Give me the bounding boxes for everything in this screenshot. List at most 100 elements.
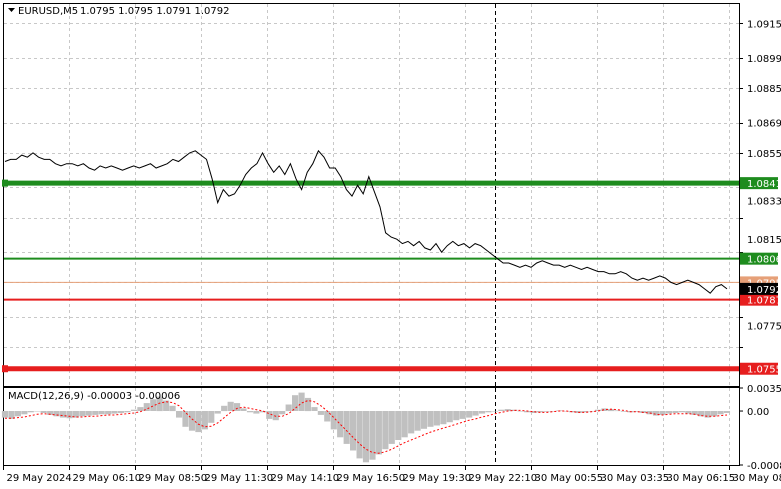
macd-histogram-bar	[1, 411, 9, 418]
price-level-tag	[740, 252, 778, 265]
macd-histogram-bar	[279, 411, 286, 415]
macd-histogram-bar	[704, 411, 711, 418]
macd-histogram-bar	[659, 411, 666, 415]
macd-histogram-bar	[201, 411, 208, 430]
macd-histogram-bar	[614, 410, 621, 412]
macd-histogram-bar	[240, 408, 247, 411]
macd-histogram-bar	[176, 411, 183, 418]
macd-signal-line	[5, 399, 728, 454]
macd-histogram-bar	[369, 411, 376, 460]
y-tick-label: 1.0855	[747, 149, 781, 160]
macd-histogram-bar	[304, 397, 312, 412]
symbol-label: EURUSD,M5	[18, 6, 78, 17]
macd-histogram-bar	[317, 411, 324, 415]
macd-histogram-bar	[472, 411, 479, 416]
macd-histogram-bar	[21, 411, 28, 415]
x-tick-label: 29 May 06:10	[73, 473, 142, 484]
macd-histogram-bar	[246, 411, 254, 413]
macd-histogram-bar	[569, 411, 576, 413]
macd-y-tick-label: 0.00	[747, 407, 769, 418]
macd-histogram-bar	[118, 411, 125, 413]
price-level-tag	[740, 293, 778, 306]
macd-axis: 0.0035 0.00 -0.00082	[739, 384, 781, 472]
macd-histogram-bar	[66, 411, 73, 419]
macd-histogram-bar	[498, 409, 505, 411]
macd-histogram-bar	[227, 401, 234, 411]
macd-histogram-bar	[672, 411, 679, 413]
macd-histogram-bar	[408, 411, 415, 434]
x-tick-label: 29 May 08:50	[139, 473, 208, 484]
macd-histogram-bar	[543, 411, 550, 412]
macd-histogram-bar	[601, 408, 608, 411]
macd-histogram-bar	[137, 407, 144, 411]
macd-histogram-bar	[124, 411, 131, 413]
macd-histogram-bar	[79, 411, 86, 417]
macd-histogram-bar	[530, 411, 537, 413]
macd-histogram-bar	[375, 411, 382, 455]
x-tick-label: 30 May 08:55	[733, 473, 781, 484]
x-tick-label: 30 May 06:15	[667, 473, 736, 484]
macd-histogram-bar	[466, 411, 473, 418]
macd-histogram-bar	[440, 411, 447, 425]
price-line-series	[4, 149, 728, 294]
price-level-label: 1.0806	[747, 255, 781, 266]
macd-histogram-bar	[595, 409, 602, 411]
macd-histogram-bar	[607, 409, 615, 412]
macd-histogram-bar	[511, 409, 518, 411]
ohlc-values: 1.0795 1.0795 1.0791 1.0792	[80, 6, 230, 17]
macd-histogram-bar	[156, 396, 163, 412]
macd-histogram-bar	[691, 411, 698, 415]
triangle-down-icon[interactable]	[8, 8, 15, 12]
macd-histogram-bar	[298, 392, 305, 411]
macd-histogram-bar	[208, 411, 215, 423]
macd-histogram-bar	[620, 411, 627, 412]
macd-histogram-bar	[234, 403, 241, 411]
macd-histogram-bar	[195, 411, 202, 433]
price-level-label: 1.0787	[747, 296, 781, 307]
x-tick-label: 29 May 22:10	[469, 473, 538, 484]
macd-histogram-bar	[337, 411, 344, 438]
macd-histogram-bar	[717, 411, 724, 415]
current-price-tag	[740, 282, 778, 295]
macd-histogram-bar	[388, 411, 395, 444]
macd-histogram-bar	[420, 411, 428, 429]
price-level-label: 1.0841	[747, 179, 781, 190]
grid	[4, 4, 739, 465]
macd-histogram-bar	[272, 411, 279, 421]
macd-histogram-bar	[72, 411, 79, 418]
macd-histogram-bar	[723, 411, 731, 413]
macd-histogram-bar	[401, 411, 408, 438]
macd-histogram-bar	[711, 411, 718, 417]
macd-histogram-bar	[182, 411, 189, 427]
macd-histogram-bar	[40, 411, 47, 413]
current-price-label: 1.0792	[747, 285, 781, 296]
macd-histogram-bar	[504, 409, 511, 412]
price-axis: 1.0915 1.0899 1.0885 1.0869 1.0855 1.0833 1.08…	[739, 19, 781, 376]
x-tick-label: 29 May 2024	[7, 473, 72, 484]
macd-histogram-bar	[685, 411, 692, 414]
macd-histogram-bar	[362, 411, 370, 463]
x-tick-label: 29 May 19:30	[403, 473, 472, 484]
y-tick-label: 1.0869	[747, 119, 781, 130]
x-tick-label: 29 May 14:10	[271, 473, 340, 484]
y-tick-label: 1.0899	[747, 54, 781, 65]
level-marker	[2, 179, 8, 187]
macd-histogram-bar	[433, 411, 440, 426]
macd-plot	[1, 388, 731, 465]
macd-histogram-bar	[479, 411, 486, 414]
macd-histogram-bar	[646, 411, 653, 415]
macd-histogram-bar	[678, 411, 685, 413]
macd-histogram-bar	[485, 411, 492, 413]
y-tick-label: 1.0815	[747, 235, 781, 246]
main-panel-frame	[3, 3, 740, 387]
macd-histogram-bar	[188, 411, 196, 431]
macd-histogram-bar	[382, 411, 389, 450]
macd-histogram-bar	[259, 411, 266, 413]
macd-histogram-bar	[14, 411, 21, 417]
macd-histogram-bar	[414, 411, 421, 431]
macd-histogram-bar	[130, 409, 138, 411]
macd-histogram-bar	[311, 407, 318, 411]
y-tick-label: 1.0833	[747, 196, 781, 207]
macd-histogram-bar	[356, 411, 363, 459]
